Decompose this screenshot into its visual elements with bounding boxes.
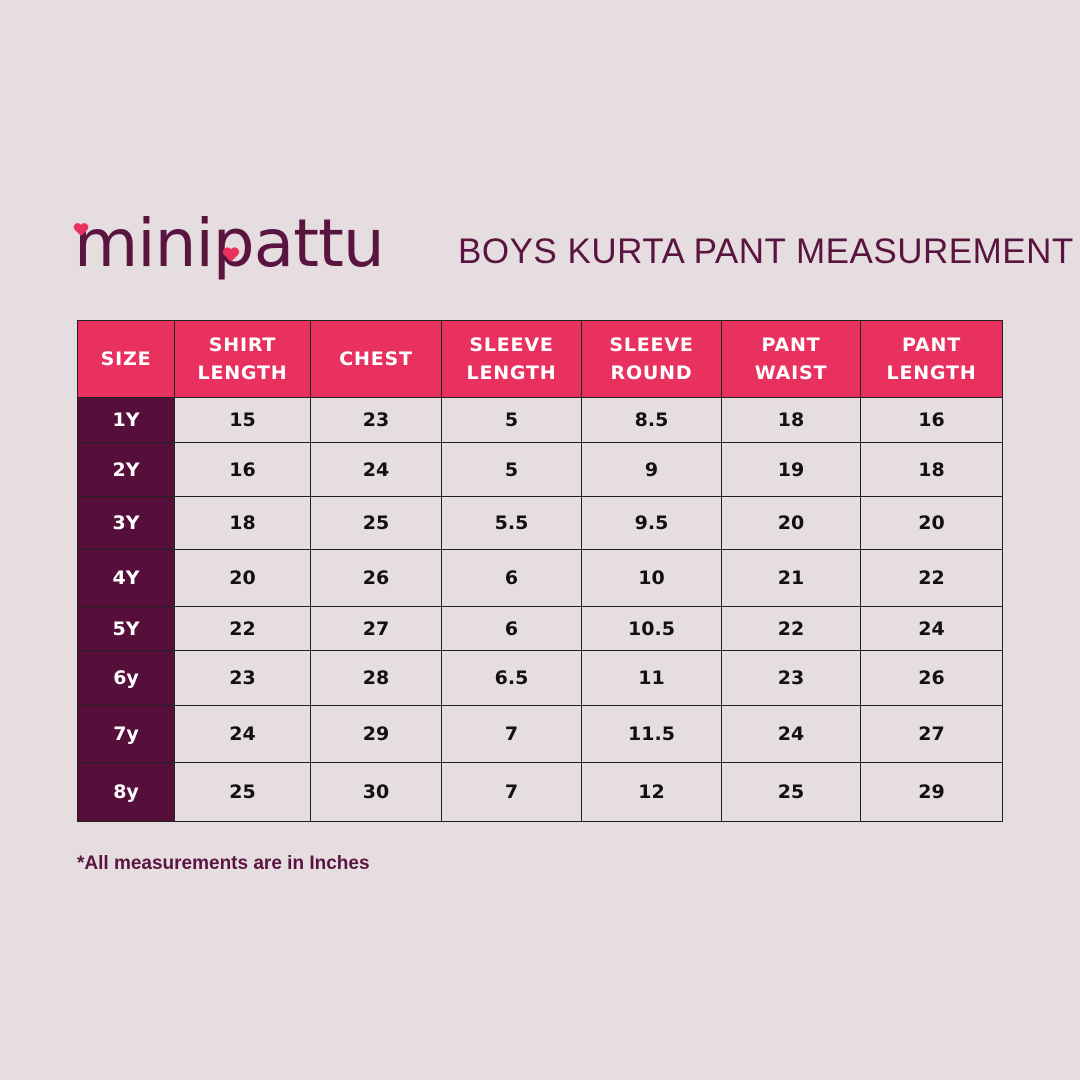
value-cell: 28 — [311, 651, 442, 706]
value-cell: 15 — [175, 398, 311, 443]
header-text: SIZE — [100, 348, 152, 370]
header-text: SHIRT — [208, 334, 277, 356]
value-cell: 22 — [175, 607, 311, 651]
value-cell: 11.5 — [582, 706, 722, 763]
value-cell: 10 — [582, 550, 722, 607]
value-cell: 24 — [175, 706, 311, 763]
header-cell: SIZE — [77, 320, 175, 398]
header-cell: SLEEVE LENGTH — [442, 320, 582, 398]
size-cell: 1Y — [77, 398, 175, 443]
heart-icon — [222, 247, 240, 262]
value-cell: 8.5 — [582, 398, 722, 443]
value-cell: 9.5 — [582, 497, 722, 550]
header-text: PANT — [902, 334, 961, 356]
value-cell: 27 — [861, 706, 1003, 763]
value-cell: 23 — [311, 398, 442, 443]
value-cell: 26 — [311, 550, 442, 607]
value-cell: 19 — [722, 443, 861, 497]
footnote: *All measurements are in Inches — [77, 853, 370, 874]
header-cell: CHEST — [311, 320, 442, 398]
value-cell: 30 — [311, 763, 442, 822]
header-text: CHEST — [339, 348, 413, 370]
value-cell: 23 — [722, 651, 861, 706]
header-cell: PANT WAIST — [722, 320, 861, 398]
value-cell: 5 — [442, 398, 582, 443]
value-cell: 11 — [582, 651, 722, 706]
header-text: SLEEVE — [469, 334, 554, 356]
value-cell: 25 — [722, 763, 861, 822]
value-cell: 10.5 — [582, 607, 722, 651]
header-text: PANT — [761, 334, 821, 356]
size-cell: 4Y — [77, 550, 175, 607]
value-cell: 6 — [442, 550, 582, 607]
header-text: ROUND — [610, 362, 693, 384]
value-cell: 26 — [861, 651, 1003, 706]
size-cell: 7y — [77, 706, 175, 763]
value-cell: 6.5 — [442, 651, 582, 706]
size-cell: 2Y — [77, 443, 175, 497]
value-cell: 6 — [442, 607, 582, 651]
header-text: LENGTH — [197, 362, 288, 384]
value-cell: 20 — [722, 497, 861, 550]
header-text: WAIST — [754, 362, 828, 384]
header-text: LENGTH — [886, 362, 977, 384]
value-cell: 12 — [582, 763, 722, 822]
size-cell: 6y — [77, 651, 175, 706]
value-cell: 29 — [311, 706, 442, 763]
value-cell: 20 — [175, 550, 311, 607]
value-cell: 7 — [442, 763, 582, 822]
value-cell: 25 — [311, 497, 442, 550]
value-cell: 24 — [311, 443, 442, 497]
value-cell: 16 — [175, 443, 311, 497]
value-cell: 24 — [722, 706, 861, 763]
logo: minipattu — [74, 205, 385, 282]
value-cell: 18 — [861, 443, 1003, 497]
value-cell: 25 — [175, 763, 311, 822]
size-cell: 5Y — [77, 607, 175, 651]
title: BOYS KURTA PANT MEASUREMENT — [458, 232, 1074, 271]
value-cell: 29 — [861, 763, 1003, 822]
value-cell: 27 — [311, 607, 442, 651]
size-cell: 3Y — [77, 497, 175, 550]
heart-icon — [73, 223, 89, 236]
value-cell: 7 — [442, 706, 582, 763]
value-cell: 20 — [861, 497, 1003, 550]
value-cell: 22 — [722, 607, 861, 651]
value-cell: 16 — [861, 398, 1003, 443]
value-cell: 24 — [861, 607, 1003, 651]
header-cell: SHIRT LENGTH — [175, 320, 311, 398]
value-cell: 21 — [722, 550, 861, 607]
header-cell: SLEEVE ROUND — [582, 320, 722, 398]
header-text: LENGTH — [466, 362, 557, 384]
value-cell: 18 — [722, 398, 861, 443]
value-cell: 23 — [175, 651, 311, 706]
value-cell: 9 — [582, 443, 722, 497]
header-text: SLEEVE — [609, 334, 694, 356]
value-cell: 5 — [442, 443, 582, 497]
value-cell: 22 — [861, 550, 1003, 607]
value-cell: 5.5 — [442, 497, 582, 550]
header-cell: PANT LENGTH — [861, 320, 1003, 398]
size-cell: 8y — [77, 763, 175, 822]
value-cell: 18 — [175, 497, 311, 550]
